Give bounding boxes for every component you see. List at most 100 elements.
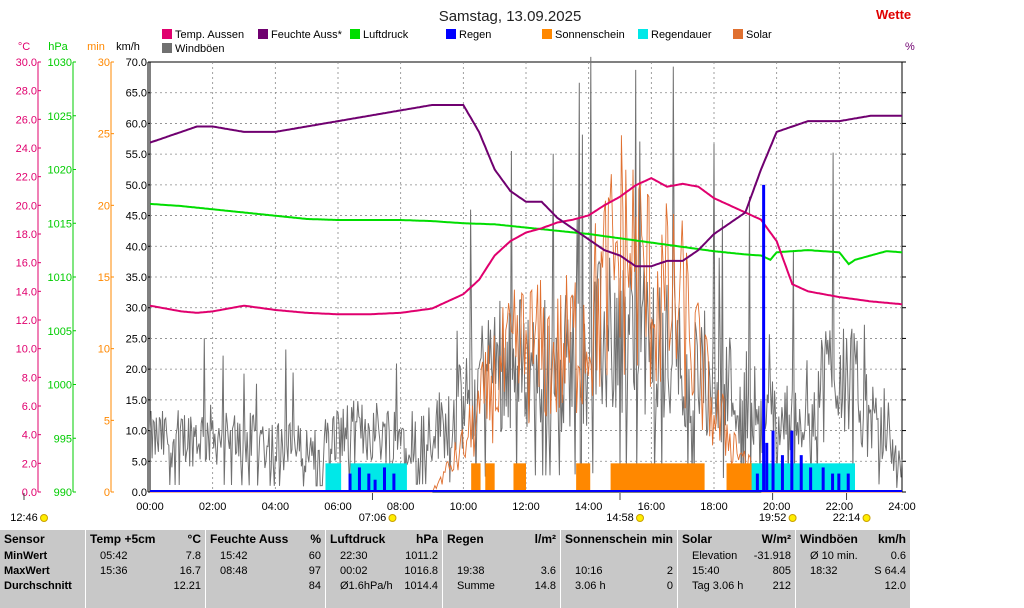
y-tick-label: 45.0 — [126, 211, 147, 223]
axis-unit: °C — [18, 41, 30, 53]
table-column: Luftdruck hPa 22:30 1011.2 00:02 1016.8 Ø1.6hP… — [325, 530, 442, 608]
series-regen-spike — [392, 473, 396, 492]
table-header-unit: % — [310, 532, 321, 546]
y-tick-label: 40.0 — [126, 241, 147, 253]
x-tick-label: 22:00 — [826, 501, 854, 513]
table-header: Windböen km/h — [800, 532, 906, 546]
axes: °C 0.0 2.0 4.0 6.0 8.0 10.0 12.0 14.0 16.0 18.0 20.… — [16, 41, 151, 499]
table-column: Sensor MinWert MaxWert Durchschnitt — [0, 530, 85, 608]
y-tick-label: 28.0 — [16, 86, 37, 98]
table-header: Temp +5cm °C — [90, 532, 201, 546]
legend-label: Regen — [459, 29, 491, 41]
series-regen-spike — [348, 473, 352, 492]
y-tick-label: 1000 — [48, 380, 72, 392]
series-regendauer-bar — [325, 463, 342, 492]
table-column: Windböen km/h Ø 10 min. 0.6 18:32 S 64.4 12.0 — [795, 530, 910, 608]
series-feuchte-auss — [149, 104, 902, 268]
table-cell: Durchschnitt — [4, 580, 72, 592]
y-tick-label: 995 — [54, 433, 72, 445]
plot-area — [149, 56, 903, 493]
table-header: Solar W/m² — [682, 532, 791, 546]
x-tick-label: 04:00 — [262, 501, 290, 513]
y-tick-label: 30.0 — [126, 303, 147, 315]
table-cell: MaxWert — [4, 565, 50, 577]
sun-icon — [862, 514, 871, 522]
time-markers: 12:46 07:06 14:58 19:52 22:14 — [10, 493, 871, 524]
weather-chart: Samstag, 13.09.2025 Wette Temp. Aussen Fe… — [10, 7, 916, 524]
series-regen-spike — [790, 430, 794, 492]
series-sonnenschein-bar — [485, 463, 495, 492]
y-tick-label: 0 — [104, 487, 110, 499]
y-tick-label: 990 — [54, 487, 72, 499]
table-header: Regen l/m² — [447, 532, 556, 546]
series-regen-spike — [367, 473, 371, 492]
summary-table: Sensor MinWert MaxWert Durchschnitt Temp +5c… — [0, 530, 910, 608]
x-tick-label: 16:00 — [638, 501, 666, 513]
legend-label: Solar — [746, 29, 772, 41]
table-header-unit: km/h — [877, 532, 906, 546]
y-tick-label: 2.0 — [22, 458, 37, 470]
x-tick-label: 10:00 — [450, 501, 478, 513]
table-header-unit: l/m² — [534, 532, 556, 546]
x-tick-label: 24:00 — [888, 501, 916, 513]
y-tick-label: 1015 — [48, 218, 72, 230]
table-header-unit: hPa — [415, 532, 438, 546]
y-tick-label: 55.0 — [126, 149, 147, 161]
table-column: Feuchte Auss% 15:42 60 08:48 97 84 — [205, 530, 325, 608]
table-header-unit: W/m² — [761, 532, 791, 546]
legend-label: Sonnenschein — [555, 29, 625, 41]
x-tick-label: 00:00 — [136, 501, 164, 513]
y-tick-label: 5.0 — [132, 456, 147, 468]
x-tick-label: 08:00 — [387, 501, 415, 513]
table-header-unit: min — [651, 532, 673, 546]
table-header: Sonnenschein min — [565, 532, 673, 546]
grid: 00:00 02:00 04:00 06:00 08:00 10:00 12:00 14:00… — [136, 41, 916, 513]
series-sonnenschein-bar — [576, 463, 591, 492]
series-sonnenschein-bar — [471, 463, 481, 492]
axis-unit: km/h — [116, 41, 140, 53]
series-luftdruck — [149, 202, 903, 266]
y-tick-label: 14.0 — [16, 286, 37, 298]
y-tick-label: 1030 — [48, 57, 72, 69]
y-tick-label: 6.0 — [22, 401, 37, 413]
y-tick-label: 10.0 — [16, 344, 37, 356]
legend: Temp. Aussen Feuchte Auss* Luftdruck Regen S… — [162, 29, 772, 55]
y-tick-label: 25 — [98, 129, 110, 141]
time-marker-label: 19:52 — [759, 512, 787, 524]
y-tick-label: 15 — [98, 272, 110, 284]
table-cell: MinWert — [4, 550, 48, 562]
sun-icon — [388, 514, 397, 522]
legend-label: Temp. Aussen — [175, 29, 244, 41]
y-tick-label: 4.0 — [22, 430, 37, 442]
y-tick-label: 30 — [98, 57, 110, 69]
y-tick-label: 50.0 — [126, 180, 147, 192]
y-tick-label: 35.0 — [126, 272, 147, 284]
x-tick-label: 18:00 — [700, 501, 728, 513]
y-tick-label: 12.0 — [16, 315, 37, 327]
y-tick-label: 8.0 — [22, 372, 37, 384]
series-regen-spike — [762, 184, 766, 492]
axis-unit: hPa — [48, 41, 68, 53]
table-header-unit: °C — [187, 532, 201, 546]
legend-swatch — [162, 29, 172, 39]
series-temp-aussen — [149, 176, 903, 316]
series-regen-spike — [809, 467, 813, 492]
legend-swatch — [350, 29, 360, 39]
y-tick-label: 1010 — [48, 272, 72, 284]
chart-title: Samstag, 13.09.2025 — [439, 8, 582, 25]
series-sonnenschein-bar — [610, 463, 705, 492]
y-tick-label: 5 — [104, 415, 110, 427]
legend-swatch — [162, 43, 172, 53]
y-tick-label: 30.0 — [16, 57, 37, 69]
table-column: Regen l/m² 19:38 3.6 Summe 14.8 — [442, 530, 560, 608]
table-header: Sensor — [4, 532, 45, 546]
time-marker-label: 14:58 — [606, 512, 634, 524]
legend-swatch — [542, 29, 552, 39]
y-tick-label: 25.0 — [126, 333, 147, 345]
y-tick-label: 0.0 — [132, 487, 147, 499]
table-header: Feuchte Auss% — [210, 532, 321, 546]
x-tick-label: 02:00 — [199, 501, 227, 513]
axis-unit: min — [87, 41, 105, 53]
time-marker-label: 12:46 — [10, 512, 38, 524]
y-tick-label: 10 — [98, 344, 110, 356]
